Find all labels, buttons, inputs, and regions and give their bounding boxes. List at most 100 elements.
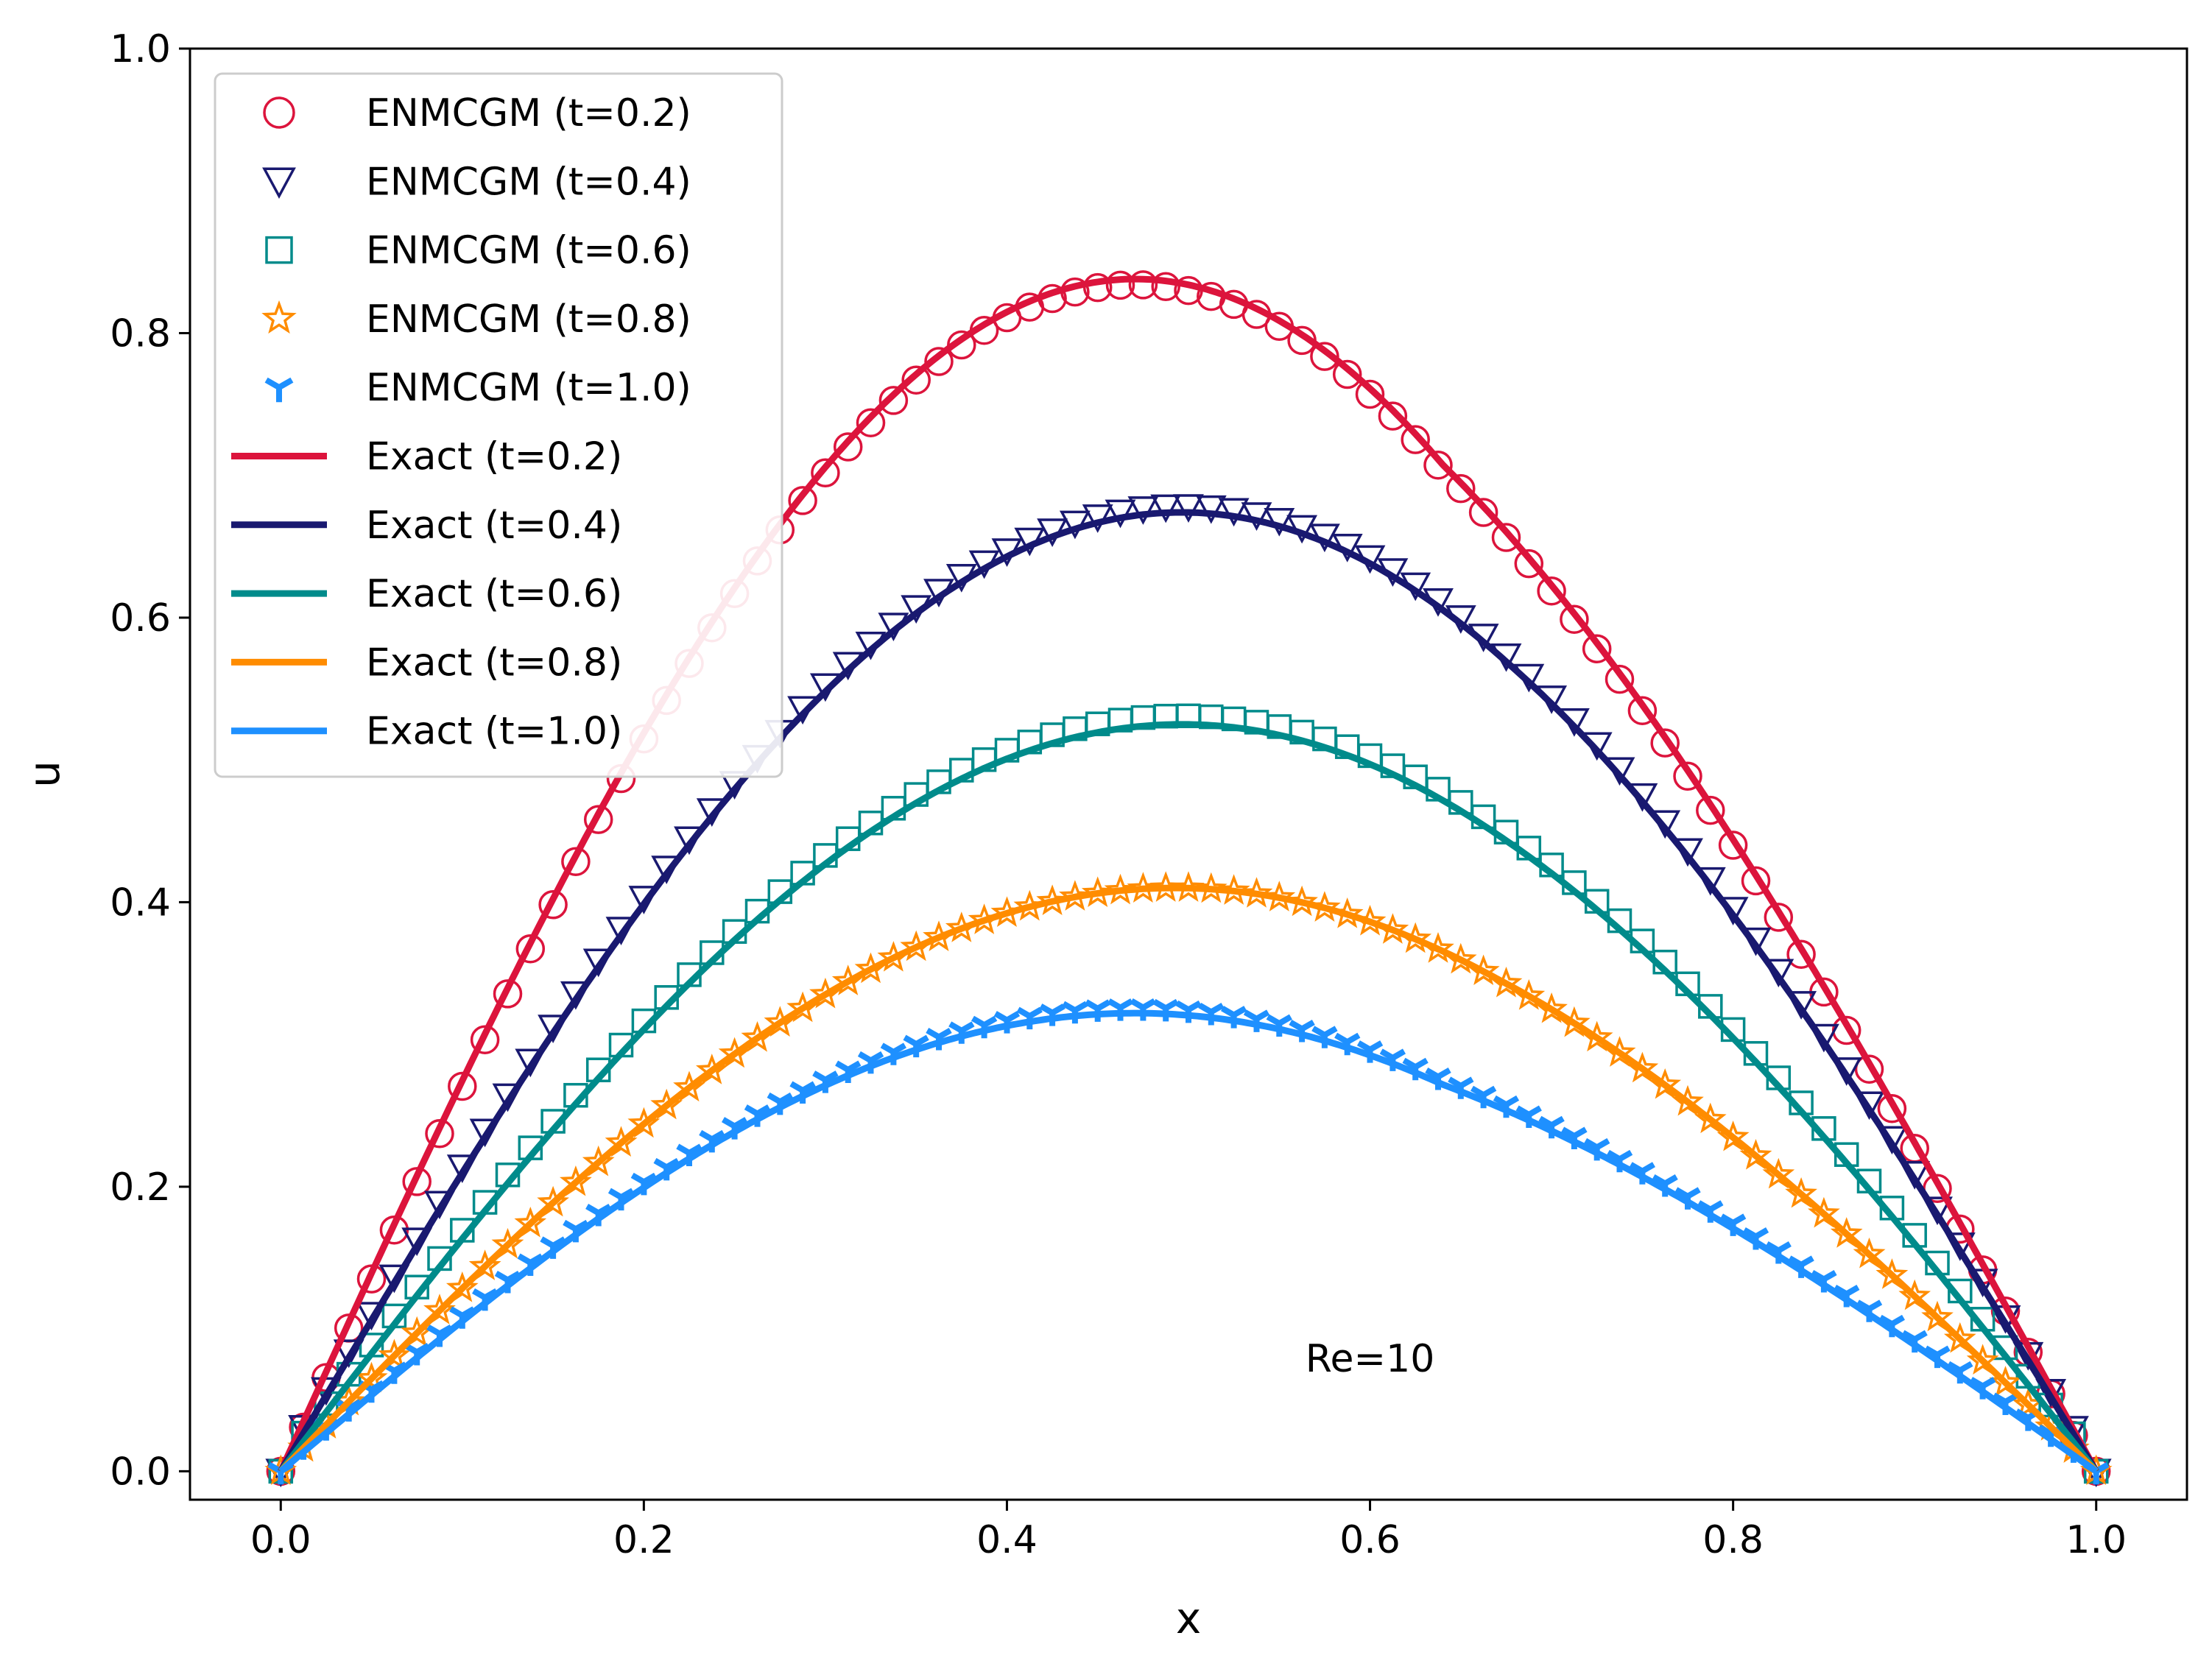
- data-point: [1673, 761, 1702, 791]
- data-point: [788, 486, 817, 515]
- line-exact-t-1-0-: [278, 1009, 2099, 1475]
- y-tick-label: 0.6: [110, 596, 171, 641]
- data-point: [924, 347, 954, 376]
- legend-marker-swatch: [264, 377, 294, 403]
- line-exact-t-0-4-: [278, 509, 2099, 1473]
- line-exact-t-0-8-: [278, 884, 2099, 1474]
- legend-marker-swatch: [261, 300, 297, 334]
- legend-entry: ENMCGM (t=0.8): [261, 297, 691, 342]
- data-point: [1898, 1279, 1931, 1310]
- data-point: [901, 365, 931, 395]
- legend: ENMCGM (t=0.2) ENMCGM (t=0.4) ENMCGM (t=0.…: [214, 72, 783, 778]
- data-point: [1921, 1300, 1954, 1332]
- y-tick-label: 0.8: [110, 311, 171, 356]
- x-tick-label: 0.8: [1702, 1518, 1764, 1562]
- data-point: [1332, 359, 1362, 389]
- y-axis-label: u: [19, 761, 69, 788]
- legend-entry: ENMCGM (t=0.6): [265, 229, 691, 273]
- data-point: [1605, 664, 1635, 694]
- legend-label: Exact (t=0.6): [366, 572, 622, 616]
- data-point: [1877, 1093, 1907, 1123]
- data-point: [1310, 342, 1339, 371]
- data-point: [1696, 795, 1725, 825]
- axes: 0.0 0.2 0.4 0.6 0.8 1.0 0.0 0.2 0.4 0.6 0.8 1.0 x u: [19, 27, 2188, 1643]
- data-point: [1718, 830, 1748, 860]
- x-tick-label: 0.2: [613, 1518, 674, 1562]
- legend-label: ENMCGM (t=0.2): [366, 91, 691, 135]
- data-point: [1105, 499, 1136, 529]
- data-point: [561, 847, 591, 876]
- data-point: [1786, 939, 1816, 969]
- legend-entry: Exact (t=0.4): [231, 504, 622, 548]
- data-point: [1537, 576, 1566, 606]
- data-point: [538, 890, 568, 920]
- data-point: [355, 1361, 388, 1393]
- plot-marks: [264, 270, 2113, 1488]
- data-point: [515, 934, 546, 964]
- legend-label: Exact (t=0.2): [366, 435, 622, 479]
- data-point: [1378, 401, 1408, 431]
- legend-entry: ENMCGM (t=1.0): [264, 366, 691, 410]
- data-point: [378, 1338, 411, 1370]
- line-exact-t-0-6-: [278, 721, 2099, 1474]
- legend-label: Exact (t=1.0): [366, 710, 622, 754]
- data-point: [1650, 728, 1680, 758]
- data-point: [1491, 523, 1521, 552]
- data-point: [470, 1025, 500, 1054]
- data-point: [1560, 604, 1589, 634]
- data-point: [1173, 494, 1204, 523]
- data-point: [1446, 473, 1476, 504]
- legend-marker-swatch: [262, 167, 296, 199]
- legend-label: ENMCGM (t=1.0): [366, 366, 691, 410]
- legend-label: ENMCGM (t=0.8): [366, 297, 691, 342]
- data-point: [1218, 498, 1250, 527]
- annotation-re: Re=10: [1306, 1337, 1435, 1381]
- data-point: [1468, 498, 1498, 527]
- legend-label: Exact (t=0.4): [366, 504, 622, 548]
- data-point: [1194, 872, 1227, 903]
- legend-marker-swatch: [265, 236, 293, 264]
- data-point: [1741, 866, 1771, 896]
- x-tick-label: 1.0: [2065, 1518, 2127, 1562]
- data-point: [1943, 1322, 1976, 1353]
- data-point: [1875, 1258, 1909, 1289]
- data-point: [448, 1071, 477, 1101]
- data-point: [878, 386, 909, 415]
- y-tick-label: 0.4: [110, 881, 171, 925]
- x-tick-label: 0.6: [1339, 1518, 1401, 1562]
- y-tick-label: 1.0: [110, 27, 171, 71]
- x-axis-label: x: [1176, 1593, 1201, 1643]
- data-point: [1151, 272, 1180, 302]
- y-tick-label: 0.2: [110, 1165, 171, 1210]
- data-point: [1217, 874, 1250, 905]
- data-point: [468, 1249, 501, 1280]
- data-point: [1627, 696, 1658, 725]
- data-point: [493, 979, 523, 1009]
- data-point: [1105, 270, 1135, 300]
- legend-entry: Exact (t=0.8): [231, 641, 622, 685]
- data-point: [833, 432, 863, 462]
- data-point: [1854, 1054, 1884, 1084]
- data-point: [445, 1271, 479, 1302]
- legend-entry: ENMCGM (t=0.4): [262, 160, 691, 204]
- data-point: [1582, 634, 1612, 663]
- data-point: [856, 408, 886, 437]
- legend-entry: ENMCGM (t=0.2): [263, 91, 691, 135]
- data-point: [1989, 1366, 2022, 1397]
- x-tick-label: 0.0: [250, 1518, 311, 1562]
- data-point: [1128, 270, 1158, 300]
- data-point: [1127, 496, 1159, 525]
- data-point: [1401, 425, 1430, 454]
- data-point: [1764, 903, 1794, 932]
- data-point: [1355, 379, 1385, 409]
- data-point: [1423, 450, 1453, 480]
- data-point: [401, 1316, 434, 1347]
- y-tick-label: 0.0: [110, 1450, 171, 1494]
- legend-label: ENMCGM (t=0.4): [366, 160, 691, 204]
- plot-frame: [189, 47, 2188, 1501]
- x-tick-label: 0.4: [976, 1518, 1038, 1562]
- data-point: [811, 458, 840, 488]
- data-point: [1195, 495, 1227, 524]
- legend-label: ENMCGM (t=0.6): [366, 229, 691, 273]
